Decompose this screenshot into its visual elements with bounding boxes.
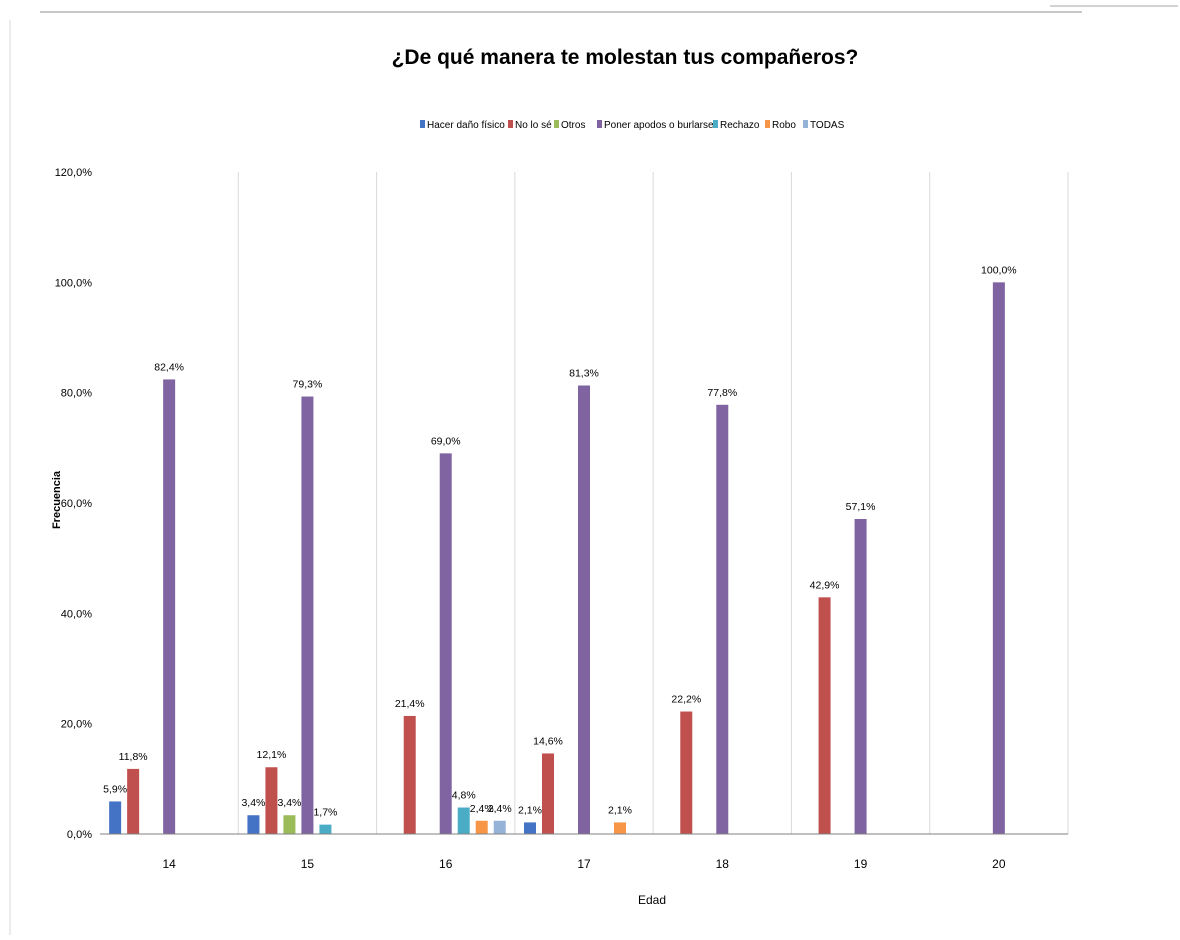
data-label: 77,8% (707, 387, 737, 399)
data-label: 69,0% (431, 435, 461, 447)
data-label: 79,3% (293, 379, 323, 391)
data-label: 42,9% (810, 579, 840, 591)
legend-swatch (713, 120, 718, 128)
bar (301, 396, 314, 834)
bar (614, 822, 626, 834)
y-tick-label: 20,0% (61, 719, 92, 731)
bar (319, 824, 332, 834)
y-axis-title: Frecuencia (51, 470, 63, 529)
data-label: 22,2% (671, 694, 701, 706)
legend-item-label: No lo sé (515, 120, 552, 131)
data-label: 81,3% (569, 367, 599, 379)
data-label: 21,4% (395, 698, 425, 710)
y-tick-label: 40,0% (61, 608, 92, 620)
data-label: 2,1% (518, 804, 542, 816)
bar (439, 453, 452, 834)
legend-item-label: Hacer daño físico (427, 120, 505, 131)
x-tick-label: 18 (716, 857, 730, 871)
legend-swatch (803, 120, 808, 128)
x-tick-label: 17 (577, 857, 591, 871)
x-tick-label: 20 (992, 857, 1006, 871)
data-label: 14,6% (533, 735, 563, 747)
data-label: 3,4% (277, 797, 301, 809)
chart-title: ¿De qué manera te molestan tus compañero… (392, 46, 859, 69)
bar (475, 820, 488, 834)
data-label: 100,0% (981, 264, 1017, 276)
data-label: 82,4% (154, 361, 184, 373)
legend-swatch (765, 120, 770, 128)
bar (265, 767, 278, 834)
data-label: 4,8% (452, 790, 476, 802)
bars (109, 282, 1005, 834)
gridlines (237, 172, 1069, 834)
y-tick-label: 80,0% (61, 388, 92, 400)
bar (578, 385, 590, 834)
bar (854, 518, 867, 834)
bar (283, 815, 296, 834)
data-label: 11,8% (119, 751, 148, 763)
x-axis-title: Edad (638, 893, 666, 907)
frame (9, 5, 1178, 935)
bar (403, 715, 416, 834)
x-tick-label: 16 (439, 857, 453, 871)
y-tick-label: 120,0% (55, 167, 93, 179)
y-tick-label: 100,0% (55, 277, 93, 289)
y-tick-label: 0,0% (67, 829, 92, 841)
bar (457, 807, 470, 834)
bar (542, 753, 554, 834)
x-tick-label: 14 (162, 857, 176, 871)
legend-swatch (508, 120, 513, 128)
bar (680, 711, 693, 834)
legend-item-label: Poner apodos o burlarse (604, 120, 714, 131)
legend-item-label: Otros (561, 120, 585, 131)
legend-swatch (554, 120, 559, 128)
y-axis: 0,0% 20,0% 40,0% 60,0% 80,0% 100,0% 120,0% (55, 167, 93, 841)
y-tick-label: 60,0% (61, 498, 92, 510)
bar (163, 379, 176, 834)
bar (247, 815, 260, 834)
bar (818, 597, 831, 834)
legend-swatch (420, 120, 425, 128)
data-label: 57,1% (846, 501, 876, 513)
x-axis: 14 15 16 17 18 19 20 (100, 833, 1068, 871)
data-label: 3,4% (241, 797, 265, 809)
data-labels: 5,9% 3,4% 2,1% 11,8% 12,1% 21,4% 14,6% 22,2% 42,… (103, 264, 1016, 818)
legend: Hacer daño físico No lo sé Otros Poner apod… (420, 120, 845, 131)
x-tick-label: 15 (301, 857, 315, 871)
legend-item-label: Rechazo (720, 120, 760, 131)
bar (109, 801, 122, 834)
data-label: 2,4% (488, 803, 512, 815)
data-label: 2,1% (608, 804, 632, 816)
data-label: 12,1% (257, 749, 287, 761)
data-label: 5,9% (103, 783, 127, 795)
legend-swatch (597, 120, 602, 128)
x-tick-label: 19 (854, 857, 868, 871)
bar (716, 404, 729, 834)
data-label: 1,7% (313, 807, 337, 819)
legend-item-label: TODAS (810, 120, 845, 131)
bar (127, 768, 140, 834)
legend-item-label: Robo (772, 120, 796, 131)
bar (524, 822, 536, 834)
data-label: 2,4% (470, 803, 494, 815)
bar (493, 820, 506, 834)
bar (992, 282, 1005, 834)
